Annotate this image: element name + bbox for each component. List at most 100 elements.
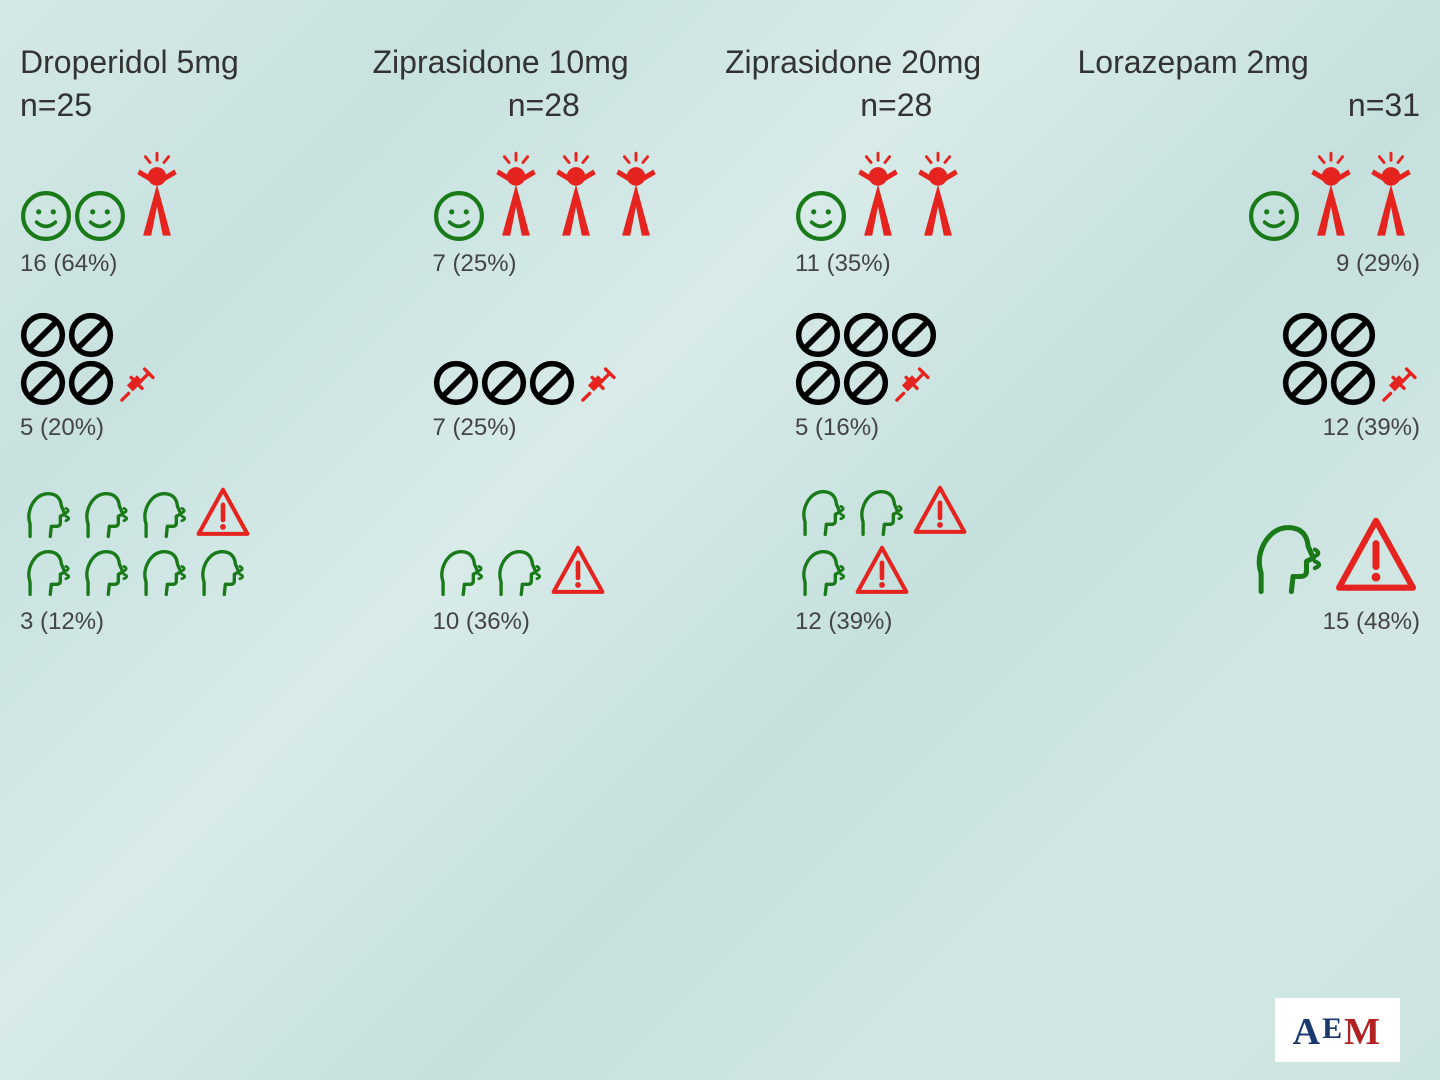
no-entry-icon	[529, 360, 575, 406]
respdep-stat: 12 (39%)	[725, 608, 1068, 636]
agitated-person-icon	[1302, 148, 1360, 242]
respdep-icons	[1078, 470, 1421, 600]
additional-icons	[373, 306, 716, 406]
agitated-person-icon	[487, 148, 545, 242]
drug-column: 3 (12%)	[20, 470, 363, 636]
no-entry-icon	[1282, 312, 1328, 358]
breathing-head-icon	[136, 544, 192, 600]
drug-column: Droperidol 5mg n=25 16 (64%)	[20, 44, 363, 278]
no-entry-icon	[68, 312, 114, 358]
syringe-icon	[116, 364, 158, 406]
breathing-head-icon	[194, 544, 250, 600]
breathing-head-icon	[795, 484, 851, 540]
no-entry-icon	[843, 312, 889, 358]
drug-name: Droperidol 5mg	[20, 44, 363, 81]
respdep-grid: 3 (12%) 10 (36%) 12 (39%) 15 (48%)	[0, 460, 1440, 636]
drug-column: 10 (36%)	[373, 470, 716, 636]
agitated-person-icon	[1362, 148, 1420, 242]
sedation-stat: 11 (35%)	[725, 250, 1068, 278]
warning-triangle-icon	[549, 542, 607, 600]
warning-triangle-icon	[1332, 512, 1420, 600]
smile-icon	[20, 190, 72, 242]
no-entry-icon	[795, 312, 841, 358]
agitated-person-icon	[849, 148, 907, 242]
agitated-person-icon	[128, 148, 186, 242]
no-entry-icon	[1282, 360, 1328, 406]
breathing-head-icon	[491, 544, 547, 600]
breathing-head-icon	[1246, 516, 1330, 600]
drug-column: Ziprasidone 20mgn=2811 (35%)	[725, 44, 1068, 278]
respdep-icons	[725, 470, 1068, 600]
additional-icons	[725, 306, 1068, 406]
additional-icons	[1078, 306, 1421, 406]
drug-grid: Droperidol 5mg n=25 16 (64%) Ziprasidone 10…	[0, 34, 1440, 278]
n-count: n=28	[725, 87, 1068, 124]
page-title	[0, 0, 1440, 22]
drug-column: Lorazepam 2mg n=31 9 (29%)	[1078, 44, 1421, 278]
additional-stat: 5 (20%)	[20, 414, 363, 442]
breathing-head-icon	[136, 486, 192, 542]
sedation-stat: 9 (29%)	[1078, 250, 1421, 278]
drug-column: Ziprasidone 10mg n=28 7 (25%)	[373, 44, 716, 278]
sedation-stat: 7 (25%)	[373, 250, 716, 278]
additional-grid: 5 (20%) 7 (25%) 5 (16%) 12 (39%)	[0, 296, 1440, 442]
syringe-icon	[577, 364, 619, 406]
drug-column: 12 (39%)	[1078, 306, 1421, 442]
n-count: n=25	[20, 87, 363, 124]
no-entry-icon	[68, 360, 114, 406]
aem-logo: AEM	[1275, 998, 1400, 1062]
agitated-person-icon	[547, 148, 605, 242]
breathing-head-icon	[433, 544, 489, 600]
breathing-head-icon	[20, 486, 76, 542]
no-entry-icon	[433, 360, 479, 406]
no-entry-icon	[891, 312, 937, 358]
no-entry-icon	[795, 360, 841, 406]
no-entry-icon	[20, 360, 66, 406]
no-entry-icon	[481, 360, 527, 406]
drug-column: 12 (39%)	[725, 470, 1068, 636]
respdep-icons	[373, 470, 716, 600]
drug-column: 5 (16%)	[725, 306, 1068, 442]
smile-icon	[795, 190, 847, 242]
breathing-head-icon	[20, 544, 76, 600]
breathing-head-icon	[795, 544, 851, 600]
respdep-stat: 15 (48%)	[1078, 608, 1421, 636]
warning-triangle-icon	[853, 542, 911, 600]
sedation-icons	[20, 132, 363, 242]
syringe-icon	[1378, 364, 1420, 406]
breathing-head-icon	[78, 544, 134, 600]
sedation-icons	[373, 132, 716, 242]
n-count: n=31	[1078, 87, 1421, 124]
n-count: n=28	[373, 87, 716, 124]
smile-icon	[433, 190, 485, 242]
exclusion-criteria	[0, 24, 1440, 34]
no-entry-icon	[1330, 312, 1376, 358]
warning-triangle-icon	[194, 484, 252, 542]
agitated-person-icon	[909, 148, 967, 242]
syringe-icon	[891, 364, 933, 406]
warning-triangle-icon	[911, 482, 969, 540]
no-entry-icon	[1330, 360, 1376, 406]
no-entry-icon	[843, 360, 889, 406]
drug-column: 15 (48%)	[1078, 470, 1421, 636]
respdep-stat: 3 (12%)	[20, 608, 363, 636]
drug-column: 7 (25%)	[373, 306, 716, 442]
sedation-icons	[725, 132, 1068, 242]
additional-stat: 7 (25%)	[373, 414, 716, 442]
drug-name: Ziprasidone 10mg	[373, 44, 716, 81]
sedation-stat: 16 (64%)	[20, 250, 363, 278]
drug-name: Lorazepam 2mg	[1078, 44, 1421, 81]
respdep-stat: 10 (36%)	[373, 608, 716, 636]
no-entry-icon	[20, 312, 66, 358]
respdep-icons	[20, 470, 363, 600]
additional-stat: 12 (39%)	[1078, 414, 1421, 442]
additional-stat: 5 (16%)	[725, 414, 1068, 442]
breathing-head-icon	[853, 484, 909, 540]
smile-icon	[1248, 190, 1300, 242]
drug-column: 5 (20%)	[20, 306, 363, 442]
sedation-icons	[1078, 132, 1421, 242]
smile-icon	[74, 190, 126, 242]
additional-icons	[20, 306, 363, 406]
breathing-head-icon	[78, 486, 134, 542]
agitated-person-icon	[607, 148, 665, 242]
